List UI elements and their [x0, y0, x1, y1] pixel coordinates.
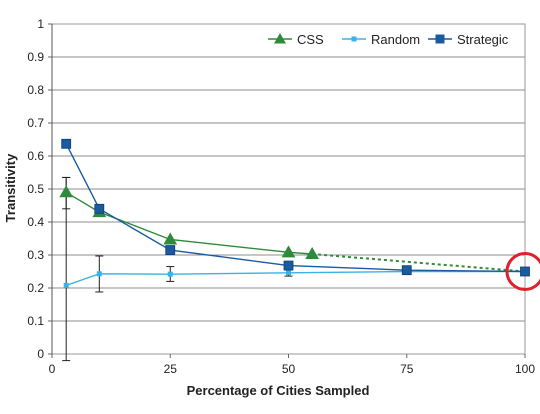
series-markers: [59, 138, 530, 288]
axes: 0 0.1 0.2 0.3 0.4 0.5 0.6 0.7 0.8 0.9 1 0 25 50 75 100: [27, 17, 535, 376]
y-tick-label: 0: [37, 347, 44, 361]
series-line-strategic: [65, 143, 526, 273]
y-tick-label: 0.2: [27, 281, 44, 295]
y-tick-label: 0.4: [27, 215, 44, 229]
legend-marker: [435, 34, 445, 44]
marker-css: [305, 247, 320, 260]
y-axis-title: Transitivity: [3, 153, 18, 222]
legend-item-css: CSS: [268, 32, 324, 47]
y-tick-label: 0.8: [27, 83, 44, 97]
x-tick-label: 75: [400, 362, 414, 376]
legend-marker: [351, 36, 357, 42]
marker-random: [63, 282, 69, 288]
series-line-css: [65, 191, 313, 255]
marker-strategic: [165, 245, 176, 255]
series-lines: [65, 143, 526, 287]
x-tick-label: 25: [164, 362, 178, 376]
y-tick-label: 0.3: [27, 248, 44, 262]
x-tick-label: 0: [49, 362, 56, 376]
marker-css: [281, 245, 296, 258]
series-line-random: [65, 270, 525, 287]
legend-item-random: Random: [342, 32, 420, 47]
marker-strategic: [283, 260, 294, 271]
legend-item-strategic: Strategic: [428, 32, 509, 47]
marker-random: [286, 270, 291, 276]
legend: CSS Random Strategic: [268, 32, 509, 47]
marker-css: [59, 185, 74, 198]
marker-strategic: [61, 138, 72, 149]
gridlines: [52, 56, 525, 322]
marker-random: [167, 271, 173, 277]
y-tick-label: 0.1: [27, 314, 44, 328]
y-tick-label: 1: [37, 17, 44, 31]
marker-strategic: [520, 266, 530, 277]
legend-marker: [274, 33, 286, 44]
x-tick-label: 50: [282, 362, 296, 376]
marker-strategic: [401, 265, 412, 276]
y-tick-label: 0.9: [27, 50, 44, 64]
y-tick-label: 0.5: [27, 182, 44, 196]
marker-strategic: [94, 203, 105, 214]
marker-random: [96, 271, 102, 277]
marker-css: [163, 232, 178, 245]
y-tick-label: 0.6: [27, 149, 44, 163]
legend-label: CSS: [297, 32, 324, 47]
x-axis-title: Percentage of Cities Sampled: [187, 383, 370, 398]
error-bars: [62, 176, 293, 362]
legend-label: Strategic: [457, 32, 509, 47]
highlight-circle: [505, 252, 540, 291]
legend-label: Random: [371, 32, 420, 47]
y-tick-label: 0.7: [27, 116, 44, 130]
series-line-css-dashed: [312, 253, 526, 273]
x-tick-label: 100: [515, 362, 535, 376]
highlight-annotation: [505, 252, 540, 291]
